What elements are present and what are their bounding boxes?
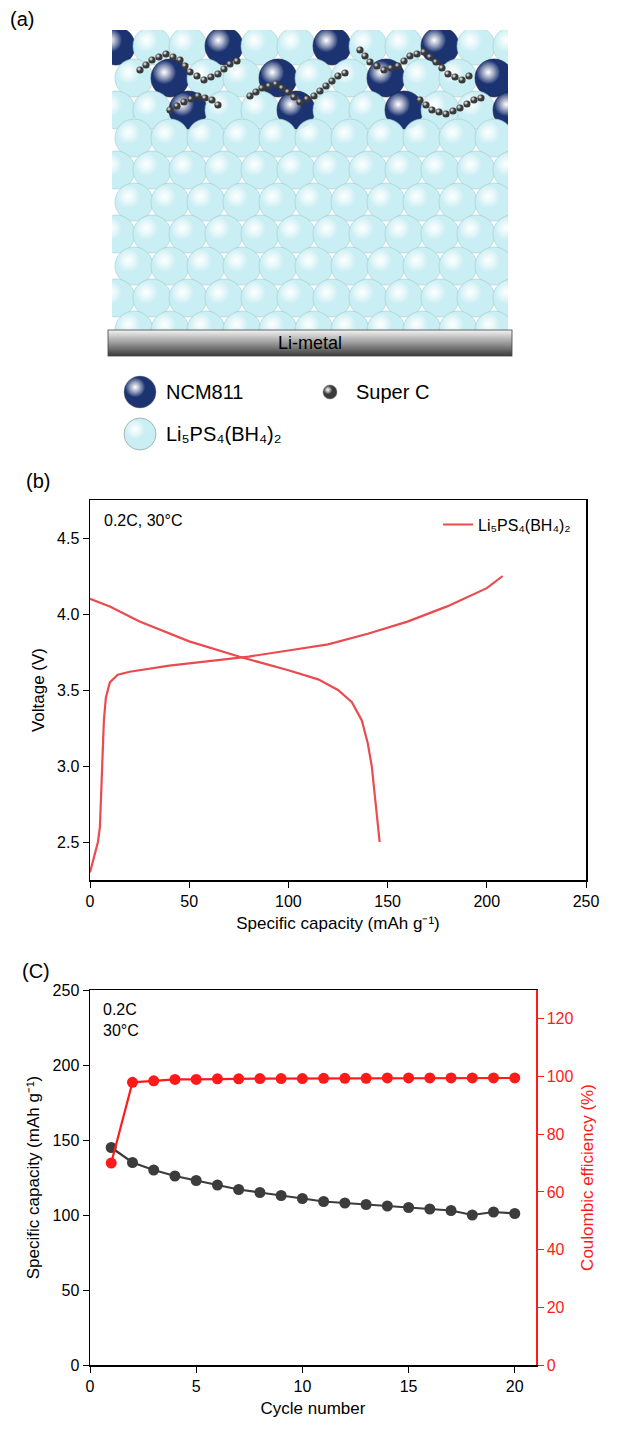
svg-text:Specific capacity (mAh g⁻¹): Specific capacity (mAh g⁻¹) [236, 914, 439, 933]
svg-text:4.5: 4.5 [57, 530, 79, 547]
svg-text:200: 200 [473, 893, 500, 910]
svg-text:Voltage (V): Voltage (V) [29, 648, 48, 732]
svg-text:(C): (C) [22, 960, 50, 982]
svg-text:120: 120 [547, 1010, 574, 1027]
svg-text:(b): (b) [26, 470, 50, 492]
svg-text:Li-metal: Li-metal [278, 333, 342, 353]
svg-text:250: 250 [573, 893, 600, 910]
svg-text:80: 80 [547, 1126, 565, 1143]
svg-text:150: 150 [53, 1132, 80, 1149]
svg-text:4.0: 4.0 [57, 606, 79, 623]
svg-text:10: 10 [293, 1378, 311, 1395]
svg-text:0.2C30°C: 0.2C30°C [103, 1001, 139, 1039]
svg-text:Li₅PS₄(BH₄)₂: Li₅PS₄(BH₄)₂ [478, 517, 570, 534]
svg-text:150: 150 [374, 893, 401, 910]
svg-text:(a): (a) [10, 8, 34, 30]
svg-text:20: 20 [506, 1378, 524, 1395]
svg-text:20: 20 [547, 1299, 565, 1316]
svg-text:Super C: Super C [356, 381, 429, 403]
svg-text:0: 0 [86, 893, 95, 910]
svg-text:250: 250 [53, 982, 80, 999]
svg-text:50: 50 [180, 893, 198, 910]
svg-text:0.2C, 30°C: 0.2C, 30°C [104, 512, 182, 529]
svg-text:Li₅PS₄(BH₄)₂: Li₅PS₄(BH₄)₂ [166, 423, 282, 445]
svg-text:Specific capacity (mAh g⁻¹): Specific capacity (mAh g⁻¹) [24, 1076, 43, 1279]
svg-text:100: 100 [275, 893, 302, 910]
svg-text:40: 40 [547, 1241, 565, 1258]
svg-text:100: 100 [547, 1068, 574, 1085]
svg-text:3.5: 3.5 [57, 682, 79, 699]
svg-text:0: 0 [70, 1357, 79, 1374]
svg-text:100: 100 [53, 1207, 80, 1224]
svg-text:NCM811: NCM811 [166, 381, 243, 403]
svg-text:60: 60 [547, 1184, 565, 1201]
svg-text:5: 5 [192, 1378, 201, 1395]
svg-text:50: 50 [62, 1282, 80, 1299]
svg-text:Coulombic efficiency (%): Coulombic efficiency (%) [578, 1084, 597, 1271]
svg-text:200: 200 [53, 1057, 80, 1074]
svg-text:0: 0 [86, 1378, 95, 1395]
svg-text:0: 0 [547, 1357, 556, 1374]
svg-text:3.0: 3.0 [57, 758, 79, 775]
svg-text:2.5: 2.5 [57, 834, 79, 851]
svg-text:Cycle number: Cycle number [261, 1399, 366, 1418]
svg-text:15: 15 [400, 1378, 418, 1395]
